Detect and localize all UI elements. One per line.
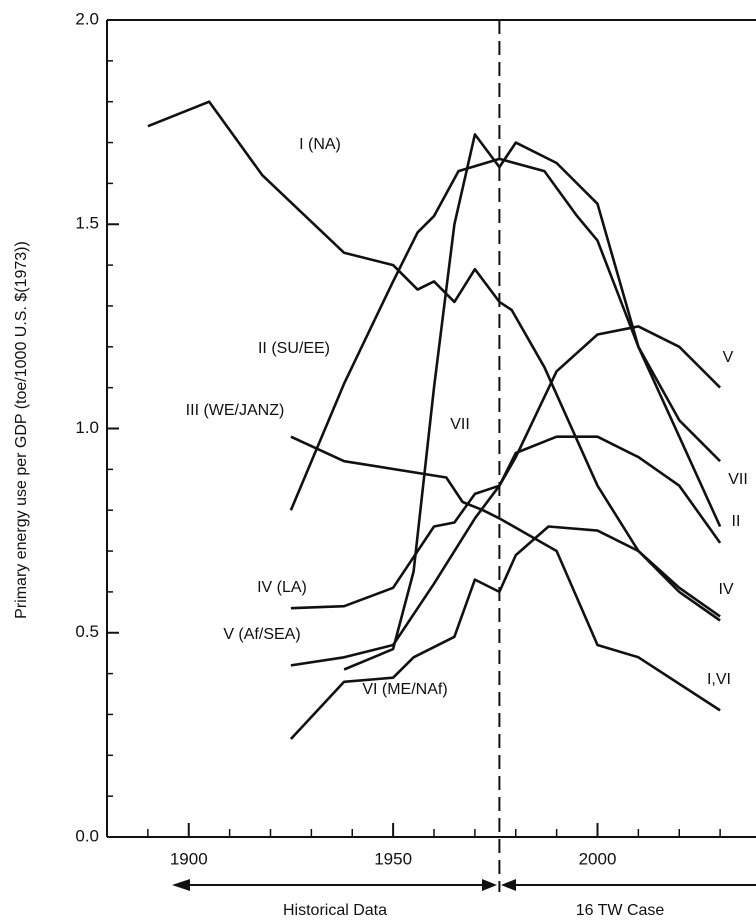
end-label: II — [732, 513, 741, 530]
series-line — [290, 435, 721, 712]
end-label: VII — [728, 471, 748, 488]
end-label: V — [723, 349, 734, 366]
series-label: VII — [450, 416, 470, 433]
arrow-head — [501, 879, 516, 891]
end-label: IV — [718, 581, 733, 598]
y-tick-label: 1.0 — [75, 418, 99, 437]
series-line — [147, 100, 721, 622]
series-label: VI (ME/NAf) — [362, 681, 447, 698]
series-label: IV (LA) — [257, 579, 307, 596]
series-label: I (NA) — [299, 136, 341, 153]
end-label: I,VI — [707, 671, 731, 688]
y-tick-label: 0.0 — [75, 826, 99, 845]
x-tick-label: 1900 — [170, 849, 208, 868]
series-label: III (WE/JANZ) — [186, 402, 285, 419]
series-label: V (Af/SEA) — [223, 626, 300, 643]
arrow-head — [482, 879, 497, 891]
y-tick-label: 0.5 — [75, 622, 99, 641]
y-tick-label: 1.5 — [75, 214, 99, 233]
period-label: Historical Data — [283, 902, 387, 919]
series-line — [343, 133, 722, 671]
series-line — [289, 525, 721, 740]
period-label: 16 TW Case — [576, 902, 665, 919]
x-tick-label: 2000 — [579, 849, 617, 868]
x-tick-label: 1950 — [374, 849, 412, 868]
y-tick-label: 2.0 — [75, 9, 99, 28]
y-axis-label: Primary energy use per GDP (toe/1000 U.S… — [13, 241, 30, 619]
arrow-head — [172, 879, 190, 891]
series-line — [290, 325, 722, 667]
series-label: II (SU/EE) — [258, 340, 330, 357]
